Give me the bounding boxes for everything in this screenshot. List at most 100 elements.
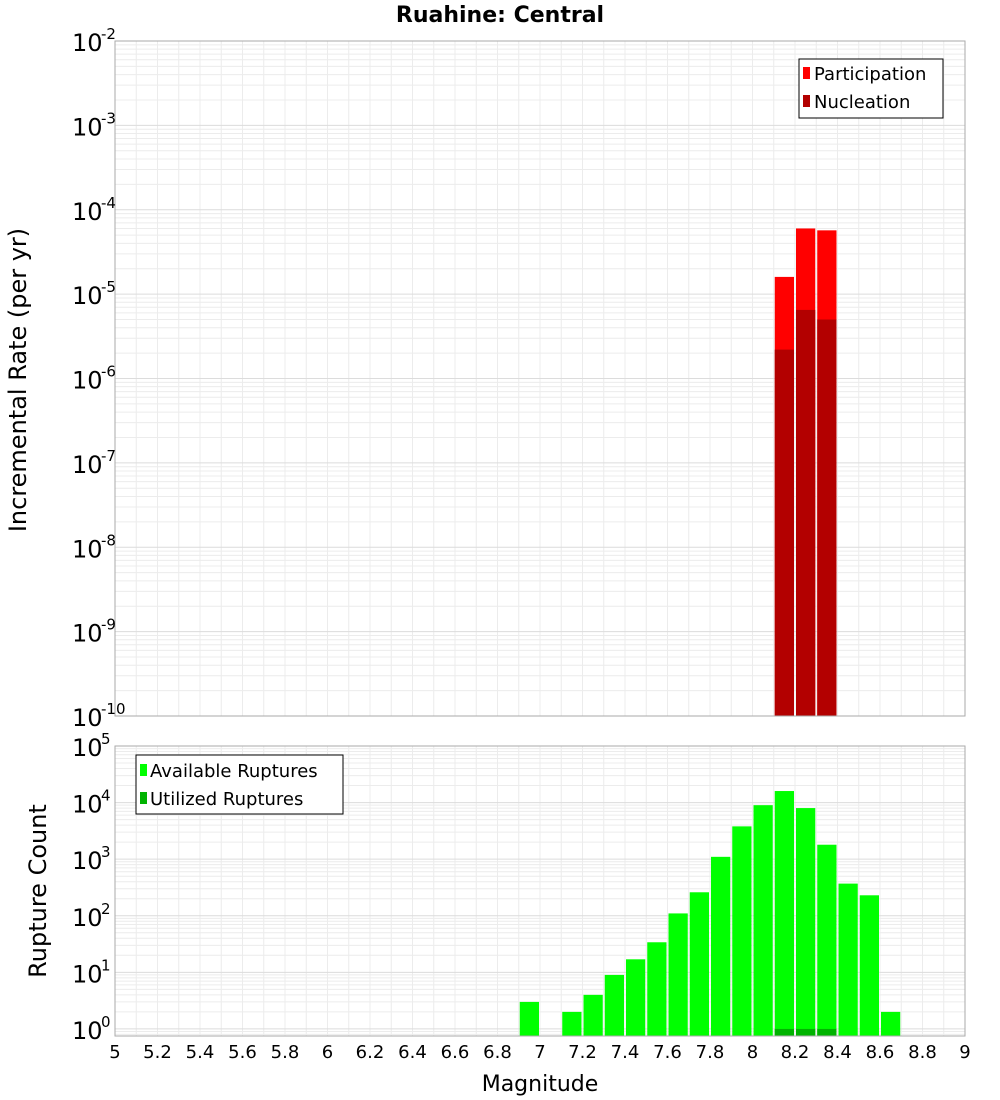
x-axis-label: Magnitude: [482, 1072, 599, 1097]
x-tick-label: 7.4: [611, 1042, 640, 1063]
x-tick-label: 5.6: [228, 1042, 257, 1063]
x-tick-label: 8.4: [823, 1042, 852, 1063]
x-tick-label: 9: [959, 1042, 970, 1063]
x-ticks: 5 5.2 5.4 5.6 5.8 6 6.2 6.4 6.6 6.8 7 7.2 7.4 7.6 7.8 8…: [109, 1042, 970, 1063]
bar-available-ruptures: [881, 1011, 901, 1036]
y-tick-label: 10: [72, 198, 103, 226]
y-tick-exponent: -6: [101, 363, 116, 381]
y-tick-exponent: -2: [101, 25, 116, 43]
y-tick-exponent: -9: [101, 616, 116, 634]
available-legend-label: Available Ruptures: [150, 761, 318, 782]
x-tick-label: 5: [109, 1042, 120, 1063]
nucleation-legend-label: Nucleation: [814, 92, 910, 113]
y-tick-exponent: -10: [101, 700, 126, 718]
rate-legend-box: [798, 58, 944, 119]
rate-plot-border: [114, 40, 966, 717]
y-tick-exponent: 5: [101, 730, 111, 748]
y-tick-label: 10: [72, 791, 103, 819]
bar-utilized-ruptures: [774, 1028, 794, 1036]
y-tick-label: 10: [72, 367, 103, 395]
x-tick-label: 6.6: [441, 1042, 470, 1063]
x-tick-label: 6.8: [483, 1042, 512, 1063]
x-tick-label: 7.2: [568, 1042, 597, 1063]
y-tick-exponent: 0: [101, 1013, 111, 1031]
y-tick-label: 10: [72, 847, 103, 875]
bar-available-ruptures: [626, 959, 646, 1036]
bar-available-ruptures: [583, 994, 603, 1036]
x-tick-label: 8.6: [866, 1042, 895, 1063]
bar-available-ruptures: [668, 913, 688, 1036]
bar-available-ruptures: [562, 1011, 582, 1036]
count-plot-border: [114, 745, 966, 1037]
y-tick-exponent: -5: [101, 278, 116, 296]
bar-available-ruptures: [774, 791, 794, 1036]
x-tick-label: 8: [747, 1042, 758, 1063]
bar-available-ruptures: [604, 974, 624, 1036]
y-tick-exponent: -3: [101, 109, 116, 127]
bar-available-ruptures: [732, 826, 752, 1036]
bar-utilized-ruptures: [817, 1028, 837, 1036]
bar-available-ruptures: [817, 844, 837, 1036]
nucleation-swatch: [803, 95, 810, 107]
y-tick-label: 10: [72, 451, 103, 479]
bar-available-ruptures: [519, 1001, 539, 1036]
rate-bars: [774, 228, 837, 716]
bar-available-ruptures: [796, 808, 816, 1036]
x-tick-label: 8.2: [781, 1042, 810, 1063]
bar-nucleation: [817, 319, 837, 716]
y-tick-exponent: 3: [101, 843, 111, 861]
chart-title: Ruahine: Central: [396, 3, 604, 28]
utilized-legend-label: Utilized Ruptures: [150, 789, 303, 810]
rate-y-axis-label: Incremental Rate (per yr): [4, 228, 32, 532]
y-tick-label: 10: [72, 282, 103, 310]
y-tick-label: 10: [72, 960, 103, 988]
bar-nucleation: [774, 349, 794, 716]
available-swatch: [140, 764, 147, 776]
bar-available-ruptures: [753, 805, 773, 1036]
bar-available-ruptures: [711, 856, 731, 1036]
bar-available-ruptures: [647, 942, 667, 1036]
y-tick-label: 10: [72, 620, 103, 648]
count-legend-box: [135, 754, 344, 815]
x-tick-label: 6.4: [398, 1042, 427, 1063]
y-tick-exponent: -4: [101, 194, 116, 212]
x-tick-label: 7.8: [696, 1042, 725, 1063]
rate-legend: Participation Nucleation: [798, 58, 944, 119]
x-tick-label: 8.8: [908, 1042, 937, 1063]
y-tick-label: 10: [72, 535, 103, 563]
y-tick-exponent: -7: [101, 447, 116, 465]
bar-available-ruptures: [859, 895, 879, 1036]
utilized-swatch: [140, 792, 147, 804]
y-tick-exponent: 2: [101, 900, 111, 918]
count-y-axis-label: Rupture Count: [24, 804, 52, 978]
bar-utilized-ruptures: [796, 1028, 816, 1036]
y-tick-label: 10: [72, 734, 103, 762]
x-tick-label: 7: [534, 1042, 545, 1063]
x-tick-label: 5.8: [271, 1042, 300, 1063]
y-tick-exponent: 1: [101, 956, 111, 974]
bar-nucleation: [796, 309, 816, 716]
y-tick-label: 10: [72, 1017, 103, 1045]
x-tick-label: 5.2: [143, 1042, 172, 1063]
count-bars: [519, 791, 901, 1036]
count-legend: Available Ruptures Utilized Ruptures: [135, 754, 344, 815]
y-tick-label: 10: [72, 904, 103, 932]
x-tick-label: 5.4: [186, 1042, 215, 1063]
x-tick-label: 6.2: [356, 1042, 385, 1063]
bar-available-ruptures: [838, 883, 858, 1036]
x-tick-label: 7.6: [653, 1042, 682, 1063]
y-tick-label: 10: [72, 29, 103, 57]
y-tick-exponent: -8: [101, 531, 116, 549]
participation-legend-label: Participation: [814, 64, 926, 85]
y-tick-label: 10: [72, 704, 103, 732]
y-tick-exponent: 4: [101, 787, 111, 805]
rate-gridlines: [114, 40, 966, 717]
y-tick-label: 10: [72, 113, 103, 141]
participation-swatch: [803, 67, 810, 79]
x-tick-label: 6: [322, 1042, 333, 1063]
